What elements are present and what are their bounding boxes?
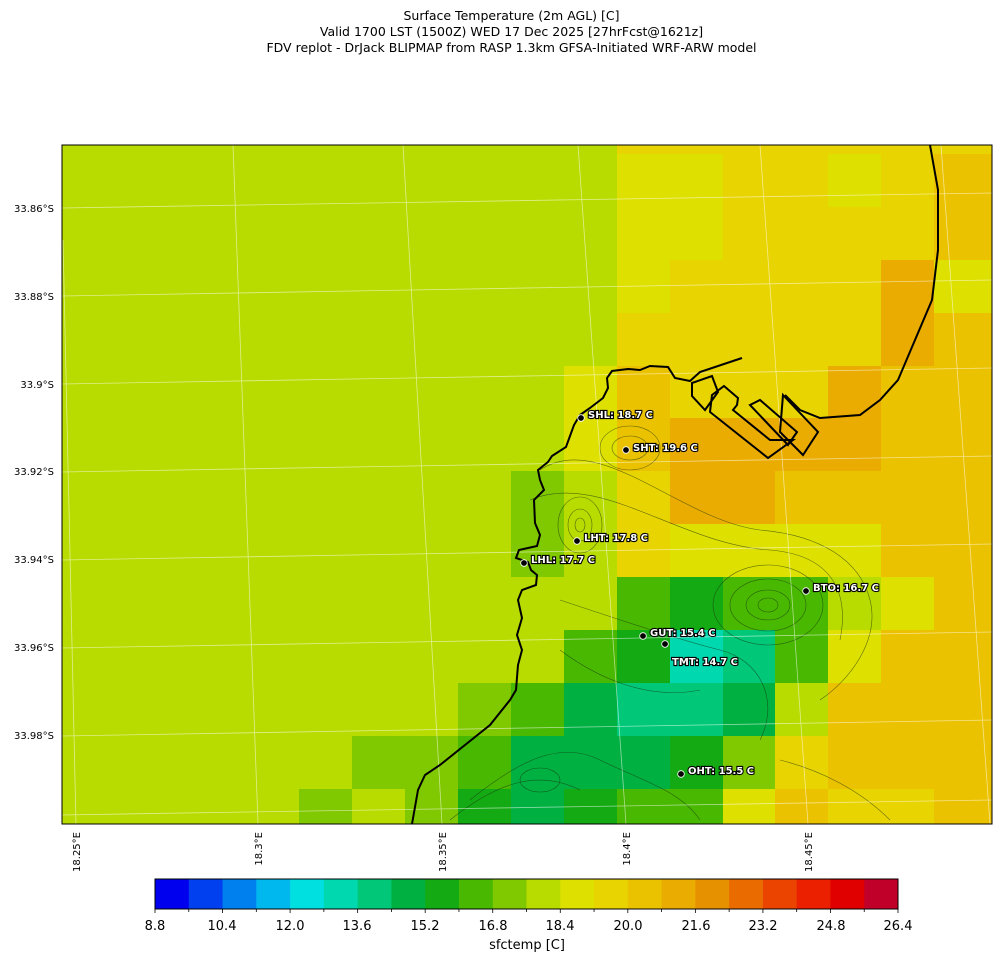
plot-frame (61, 144, 993, 825)
station-lht[interactable]: LHT: 17.8 C (573, 532, 649, 545)
figure-title: Surface Temperature (2m AGL) [C] Valid 1… (0, 8, 1001, 56)
title-line-3: FDV replot - DrJack BLIPMAP from RASP 1.… (266, 40, 757, 55)
svg-text:LHL: 17.7 C: LHL: 17.7 C (531, 555, 595, 566)
colorbar-tick: 10.4 (208, 919, 237, 934)
lat-label: 33.98°S (14, 731, 54, 742)
colorbar-swatch (762, 879, 798, 909)
station-lhl[interactable]: LHL: 17.7 C (520, 554, 596, 567)
colorbar (154, 878, 899, 913)
colorbar-tick: 26.4 (884, 919, 913, 934)
station-oht[interactable]: OHT: 15.5 C (677, 765, 755, 778)
graticule (62, 145, 992, 824)
colorbar-swatch (729, 879, 764, 909)
coastline-harbour (691, 374, 820, 460)
svg-text:SHL: 18.7 C: SHL: 18.7 C (588, 410, 653, 421)
colorbar-swatch (222, 879, 257, 909)
colorbar-swatch (594, 879, 629, 909)
lon-label: 18.3°E (254, 832, 265, 866)
colorbar-swatch (492, 879, 527, 909)
station-shl[interactable]: SHL: 18.7 C (577, 409, 654, 422)
svg-text:TMT: 14.7 C: TMT: 14.7 C (672, 657, 738, 668)
colorbar-swatch (864, 879, 899, 909)
lat-label: 33.9°S (20, 380, 54, 391)
colorbar-swatch (661, 879, 696, 909)
colorbar-tick: 20.0 (614, 919, 643, 934)
colorbar-swatch (796, 879, 831, 909)
colorbar-swatch (526, 879, 561, 909)
latitude-labels: 33.86°S 33.88°S 33.9°S 33.92°S 33.94°S 3… (14, 204, 54, 742)
colorbar-swatch (695, 879, 730, 909)
colorbar-tick: 15.2 (411, 919, 440, 934)
colorbar-ticks: 8.8 10.4 12.0 13.6 15.2 16.8 18.4 20.0 2… (145, 919, 913, 934)
lat-label: 33.92°S (14, 467, 54, 478)
svg-text:OHT: 15.5 C: OHT: 15.5 C (688, 766, 754, 777)
colorbar-label: sfctemp [C] (489, 938, 565, 953)
colorbar-tick: 23.2 (749, 919, 778, 934)
coastline-east (784, 145, 939, 420)
colorbar-swatch (391, 879, 426, 909)
station-tmt[interactable]: TMT: 14.7 C (661, 640, 739, 669)
lon-label: 18.4°E (622, 832, 633, 866)
colorbar-tick: 12.0 (276, 919, 305, 934)
coastline (411, 357, 743, 824)
station-sht[interactable]: SHT: 19.6 C (622, 442, 699, 455)
colorbar-tick: 8.8 (145, 919, 166, 934)
temperature-grid (62, 145, 992, 824)
colorbar-tick: 21.6 (682, 919, 711, 934)
svg-text:LHT: 17.8 C: LHT: 17.8 C (584, 533, 648, 544)
colorbar-tick: 18.4 (546, 919, 575, 934)
colorbar-swatch (256, 879, 291, 909)
lat-label: 33.86°S (14, 204, 54, 215)
colorbar-tick: 13.6 (343, 919, 372, 934)
lat-label: 33.96°S (14, 643, 54, 654)
stations: SHL: 18.7 C SHT: 19.6 C LHT: 17.8 C LHL:… (520, 409, 880, 778)
colorbar-swatch (357, 879, 392, 909)
lon-label: 18.45°E (804, 832, 815, 872)
svg-text:BTO: 16.7 C: BTO: 16.7 C (813, 583, 879, 594)
svg-text:SHT: 19.6 C: SHT: 19.6 C (633, 443, 698, 454)
lon-label: 18.35°E (438, 832, 449, 872)
colorbar-swatch (627, 879, 663, 909)
title-line-2: Valid 1700 LST (1500Z) WED 17 Dec 2025 [… (319, 24, 704, 39)
title-line-1: Surface Temperature (2m AGL) [C] (403, 8, 620, 23)
colorbar-swatch (323, 879, 359, 909)
colorbar-swatch (560, 879, 595, 909)
colorbar-swatch (290, 879, 325, 909)
colorbar-swatch (830, 879, 865, 909)
colorbar-swatch (425, 879, 460, 909)
station-bto[interactable]: BTO: 16.7 C (802, 582, 880, 595)
lat-label: 33.88°S (14, 292, 54, 303)
lat-label: 33.94°S (14, 555, 54, 566)
longitude-labels: 18.25°E 18.3°E 18.35°E 18.4°E 18.45°E (72, 832, 815, 872)
lon-label: 18.25°E (72, 832, 83, 872)
colorbar-swatch (458, 879, 494, 909)
colorbar-swatch (188, 879, 224, 909)
colorbar-tick: 24.8 (817, 919, 846, 934)
colorbar-swatch (155, 879, 190, 909)
colorbar-tick: 16.8 (479, 919, 508, 934)
svg-text:GUT: 15.4 C: GUT: 15.4 C (650, 628, 716, 639)
station-gut[interactable]: GUT: 15.4 C (639, 627, 717, 640)
